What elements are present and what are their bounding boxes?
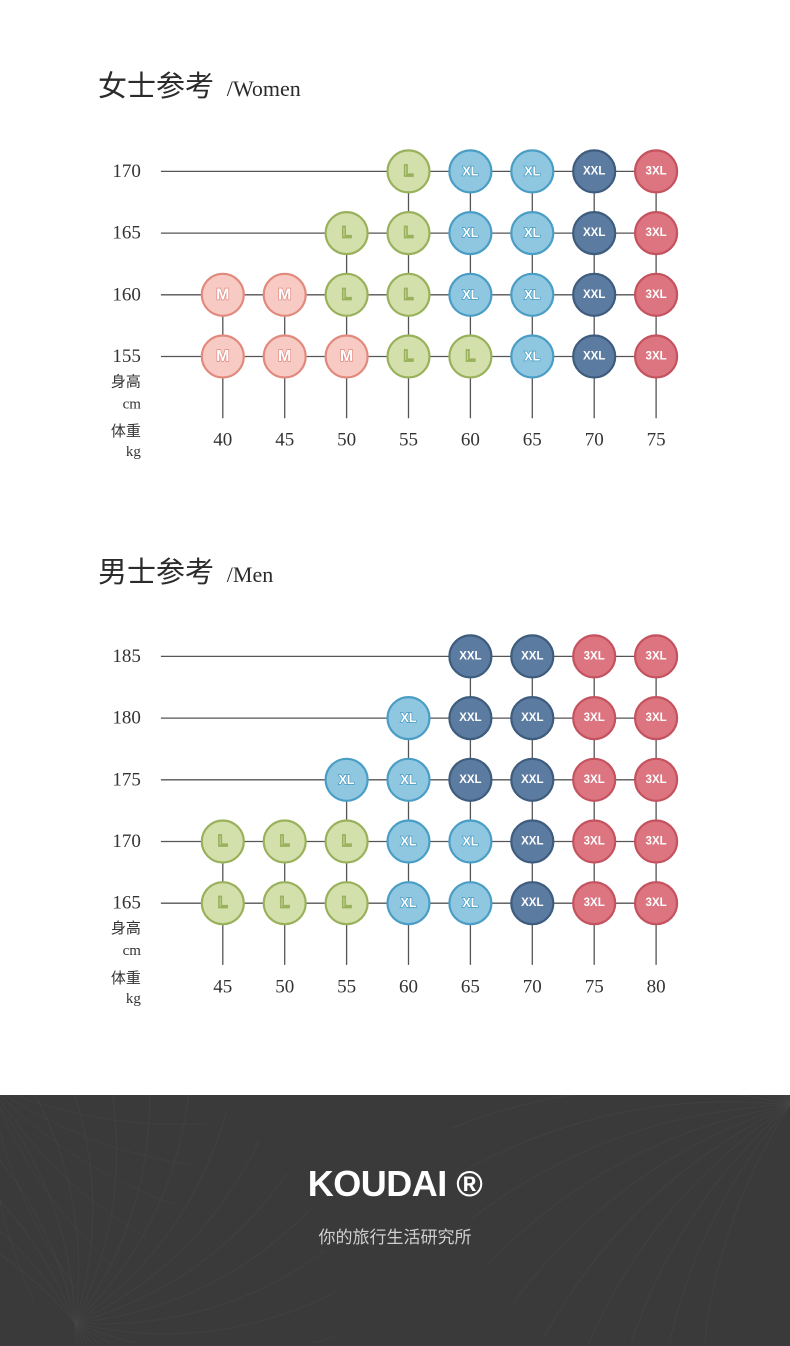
svg-text:170: 170 [112, 831, 141, 852]
svg-text:160: 160 [112, 284, 141, 305]
svg-text:L: L [404, 225, 414, 242]
svg-text:55: 55 [337, 976, 356, 997]
svg-text:L: L [218, 833, 228, 850]
svg-text:L: L [342, 833, 352, 850]
svg-text:60: 60 [399, 976, 418, 997]
svg-text:M: M [278, 286, 291, 303]
svg-text:XL: XL [339, 773, 355, 787]
svg-text:185: 185 [112, 646, 141, 667]
svg-text:75: 75 [585, 976, 604, 997]
svg-text:XL: XL [462, 288, 478, 302]
svg-text:XXL: XXL [459, 774, 481, 786]
svg-text:70: 70 [523, 976, 542, 997]
svg-text:kg: kg [126, 991, 142, 1007]
svg-text:L: L [404, 348, 414, 365]
svg-text:XL: XL [401, 711, 417, 725]
svg-text:3XL: 3XL [646, 774, 667, 786]
svg-text:3XL: 3XL [646, 650, 667, 662]
svg-text:165: 165 [112, 223, 141, 244]
svg-text:XXL: XXL [459, 650, 481, 662]
svg-text:165: 165 [112, 893, 141, 914]
svg-text:65: 65 [461, 976, 480, 997]
svg-text:XL: XL [401, 896, 417, 910]
svg-text:cm: cm [123, 397, 142, 413]
svg-text:L: L [218, 895, 228, 912]
svg-text:XL: XL [401, 773, 417, 787]
svg-text:XXL: XXL [583, 351, 605, 363]
svg-text:80: 80 [647, 976, 666, 997]
svg-text:L: L [342, 286, 352, 303]
svg-text:3XL: 3XL [646, 165, 667, 177]
svg-text:3XL: 3XL [646, 351, 667, 363]
svg-text:3XL: 3XL [584, 712, 605, 724]
svg-text:L: L [342, 895, 352, 912]
svg-text:XXL: XXL [583, 227, 605, 239]
svg-text:XL: XL [462, 896, 478, 910]
svg-text:3XL: 3XL [646, 897, 667, 909]
svg-text:175: 175 [112, 769, 141, 790]
svg-text:3XL: 3XL [646, 712, 667, 724]
svg-text:M: M [216, 286, 229, 303]
svg-text:M: M [278, 348, 291, 365]
svg-text:身高: 身高 [111, 920, 141, 937]
svg-text:40: 40 [213, 430, 232, 451]
svg-text:45: 45 [275, 430, 294, 451]
svg-text:155: 155 [112, 346, 141, 367]
svg-text:XXL: XXL [521, 774, 543, 786]
svg-text:身高: 身高 [111, 374, 141, 391]
svg-text:170: 170 [112, 161, 141, 182]
svg-text:XXL: XXL [521, 650, 543, 662]
svg-text:L: L [404, 286, 414, 303]
svg-text:XL: XL [524, 226, 540, 240]
svg-text:XXL: XXL [521, 712, 543, 724]
svg-text:3XL: 3XL [584, 774, 605, 786]
svg-text:XL: XL [524, 164, 540, 178]
svg-text:体重: 体重 [111, 970, 141, 987]
svg-text:3XL: 3XL [646, 227, 667, 239]
svg-text:XXL: XXL [583, 289, 605, 301]
svg-text:L: L [404, 163, 414, 180]
svg-text:XXL: XXL [521, 836, 543, 848]
svg-text:XL: XL [462, 164, 478, 178]
svg-text:55: 55 [399, 430, 418, 451]
svg-text:3XL: 3XL [646, 289, 667, 301]
svg-text:M: M [340, 348, 353, 365]
svg-text:XL: XL [524, 350, 540, 364]
svg-text:XL: XL [462, 835, 478, 849]
svg-text:XL: XL [524, 288, 540, 302]
svg-text:3XL: 3XL [584, 650, 605, 662]
svg-text:3XL: 3XL [646, 836, 667, 848]
svg-text:kg: kg [126, 444, 142, 460]
svg-text:XXL: XXL [521, 897, 543, 909]
svg-text:50: 50 [275, 976, 294, 997]
svg-text:L: L [280, 833, 290, 850]
svg-text:体重: 体重 [111, 423, 141, 440]
svg-text:65: 65 [523, 430, 542, 451]
svg-text:45: 45 [213, 976, 232, 997]
svg-text:3XL: 3XL [584, 897, 605, 909]
svg-text:3XL: 3XL [584, 836, 605, 848]
svg-text:75: 75 [647, 430, 666, 451]
svg-text:70: 70 [585, 430, 604, 451]
svg-text:L: L [342, 225, 352, 242]
svg-text:M: M [216, 348, 229, 365]
svg-text:L: L [466, 348, 476, 365]
svg-text:L: L [280, 895, 290, 912]
svg-text:XXL: XXL [583, 165, 605, 177]
svg-text:50: 50 [337, 430, 356, 451]
svg-text:XXL: XXL [459, 712, 481, 724]
svg-text:XL: XL [462, 226, 478, 240]
svg-text:60: 60 [461, 430, 480, 451]
svg-text:cm: cm [123, 943, 142, 959]
svg-text:XL: XL [401, 835, 417, 849]
svg-text:180: 180 [112, 708, 141, 729]
